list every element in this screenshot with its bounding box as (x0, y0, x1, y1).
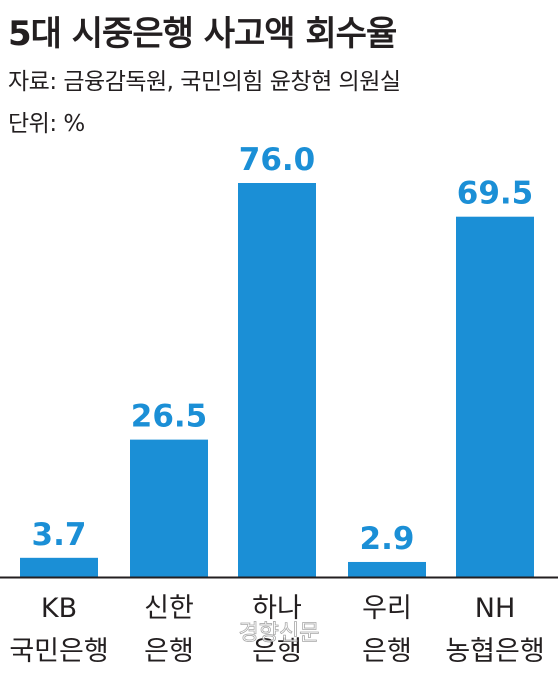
bar-3 (238, 183, 316, 577)
category-label-4-line-2: 은행 (362, 636, 412, 667)
category-label-1-line-1: KB (41, 593, 77, 624)
watermark: 경향신문 (239, 621, 320, 646)
value-label-4: 2.9 (360, 521, 415, 557)
value-labels-group: 3.7 26.5 76.0 2.9 69.5 (32, 142, 534, 557)
category-label-4-line-1: 우리 (362, 593, 412, 624)
bar-1 (20, 557, 98, 577)
value-label-1: 3.7 (32, 517, 87, 553)
unit-note: 단위: % (8, 111, 85, 137)
value-label-5: 69.5 (457, 176, 534, 212)
category-label-3-line-2: 은행 (252, 636, 302, 667)
category-label-3-line-1: 하나 (252, 593, 302, 624)
bar-2 (130, 439, 208, 577)
value-label-2: 26.5 (131, 399, 208, 435)
chart-title: 5대 시중은행 사고액 회수율 (8, 14, 397, 54)
category-label-2-line-2: 은행 (144, 636, 194, 667)
category-label-2-line-1: 신한 (144, 593, 194, 624)
bar-4 (348, 561, 426, 577)
category-label-1-line-2: 국민은행 (9, 636, 108, 667)
source-note: 자료: 금융감독원, 국민의힘 윤창현 의원실 (8, 69, 401, 95)
bar-5 (456, 216, 534, 577)
bars-group (20, 183, 534, 577)
category-label-5-line-2: 농협은행 (445, 636, 544, 667)
value-label-3: 76.0 (239, 142, 316, 178)
category-label-5-line-1: NH (475, 593, 516, 624)
